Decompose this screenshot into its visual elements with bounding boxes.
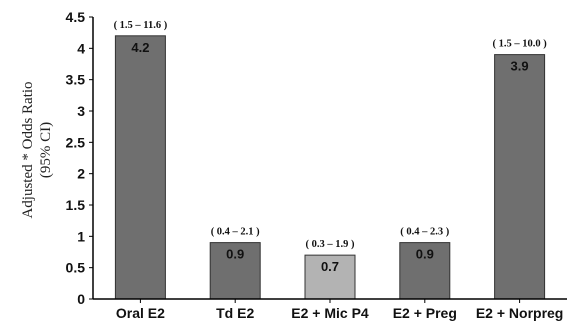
category-label: Td E2 (216, 305, 254, 321)
confidence-interval-label: ( 1.5 – 11.6 ) (114, 20, 168, 31)
bar-value-label: 4.2 (131, 40, 149, 55)
y-axis-label-line2: (95% CI) (38, 122, 54, 178)
bar-value-label: 0.9 (416, 247, 434, 262)
y-tick-label: 0.5 (66, 260, 86, 276)
y-tick-label: 0 (77, 291, 85, 307)
category-label: E2 + Preg (393, 305, 457, 321)
category-label: Oral E2 (116, 305, 165, 321)
category-label: E2 + Norpreg (476, 305, 564, 321)
bar (494, 54, 546, 300)
y-tick-label: 4.5 (66, 9, 86, 25)
y-tick-label: 3.5 (66, 72, 86, 88)
category-labels: Oral E2 Td E2 E2 + Mic P4 E2 + Preg E2 + Nor… (116, 299, 563, 321)
bar-value-label: 3.9 (511, 59, 529, 74)
y-axis-label: Adjusted * Odds Ratio (95% CI) (20, 81, 54, 218)
bar (304, 254, 356, 300)
y-tick-label: 3 (77, 103, 85, 119)
category-label: E2 + Mic P4 (291, 305, 369, 321)
bar-value-label: 0.9 (226, 247, 244, 262)
bar-value-label: 0.7 (321, 259, 339, 274)
y-axis-label-line1: Adjusted * Odds Ratio (20, 81, 36, 218)
y-tick-label: 4 (77, 40, 85, 56)
y-axis-ticks: 0 0.5 1 1.5 2 2.5 3 3.5 4 4.5 (66, 9, 93, 307)
bars: 4.2 ( 1.5 – 11.6 ) 0.9 ( 0.4 – 2.1 ) 0.7 ( 0.… (114, 20, 547, 300)
bar (209, 242, 261, 300)
confidence-interval-label: ( 1.5 – 10.0 ) (492, 39, 547, 50)
confidence-interval-label: ( 0.4 – 2.1 ) (211, 227, 260, 238)
y-tick-label: 1.5 (66, 197, 86, 213)
y-tick-label: 2.5 (66, 134, 86, 150)
bar (114, 35, 166, 300)
confidence-interval-label: ( 0.4 – 2.3 ) (400, 227, 449, 238)
y-tick-label: 2 (77, 166, 85, 182)
confidence-interval-label: ( 0.3 – 1.9 ) (306, 239, 355, 250)
y-tick-label: 1 (77, 228, 85, 244)
